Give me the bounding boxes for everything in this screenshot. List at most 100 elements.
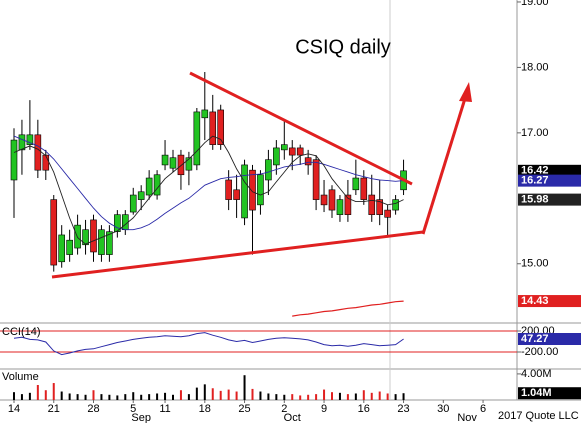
candle-body xyxy=(241,164,248,219)
upper-trendline xyxy=(189,71,413,186)
volume-bar xyxy=(179,390,182,400)
candle-body xyxy=(304,157,312,166)
volume-bar xyxy=(171,394,174,400)
x-tick-label: 14 xyxy=(8,403,20,415)
volume-bar xyxy=(346,394,349,400)
candle-body xyxy=(320,194,328,206)
candle-body xyxy=(145,177,153,196)
volume-bar xyxy=(219,390,222,400)
volume-bar xyxy=(187,394,190,400)
candle-body xyxy=(344,194,352,215)
volume-bar xyxy=(156,393,159,400)
footer: 2017 Quote LLC xyxy=(498,410,579,422)
trend-annotations xyxy=(51,71,472,279)
panel-title: Volume xyxy=(2,371,39,383)
volume-bar xyxy=(195,387,198,400)
volume-bar xyxy=(243,375,246,400)
volume-bar xyxy=(28,392,31,400)
volume-bar xyxy=(291,394,294,400)
candle-body xyxy=(114,214,121,232)
last-value-label: 16.42 xyxy=(521,165,549,177)
candle-body xyxy=(312,159,320,200)
last-value-label: 1.04M xyxy=(521,387,552,399)
x-tick-label: 11 xyxy=(159,403,170,415)
volume-bar xyxy=(251,388,254,400)
candle-body xyxy=(209,111,217,145)
candle-body xyxy=(58,234,65,263)
candle-body xyxy=(328,189,336,211)
candle-body xyxy=(66,239,73,255)
candle-body xyxy=(296,147,304,156)
candle-body xyxy=(42,154,50,171)
x-tick-label: 21 xyxy=(48,403,60,415)
candle-body xyxy=(257,174,264,206)
candle-body xyxy=(82,229,89,246)
x-tick-label: 25 xyxy=(238,403,250,415)
candle-body xyxy=(161,154,169,166)
month-label: Nov xyxy=(457,412,477,423)
volume-bar xyxy=(140,394,143,400)
y-tick-label: 15.00 xyxy=(521,258,549,270)
y-tick-label: 19.00 xyxy=(521,0,549,8)
x-tick-label: 5 xyxy=(130,403,136,415)
last-value-box xyxy=(518,387,581,400)
last-value-box xyxy=(518,193,581,206)
y-tick-label: 17.00 xyxy=(521,127,549,139)
candle-body xyxy=(34,134,42,171)
volume-bar xyxy=(227,389,230,400)
last-value-label: 14.43 xyxy=(521,295,549,307)
candle-body xyxy=(26,134,34,145)
panel-title: CCI(14) xyxy=(2,326,41,338)
candle-body xyxy=(137,191,145,200)
lower-trendline xyxy=(51,230,424,279)
volume-bar xyxy=(148,394,151,400)
volume-bar xyxy=(378,391,381,400)
volume-bar xyxy=(108,394,111,400)
x-tick-label: 28 xyxy=(87,403,99,415)
volume-bar xyxy=(164,392,167,400)
volume-bar xyxy=(299,395,302,400)
volume-bar xyxy=(275,394,278,400)
candle-body xyxy=(50,199,58,266)
last-value-box xyxy=(518,174,581,187)
candle-body xyxy=(336,199,344,215)
candle-body xyxy=(10,139,18,181)
y-tick-label: 18.00 xyxy=(521,61,549,73)
last-value-label: 47.27 xyxy=(521,333,549,345)
arrow-head xyxy=(459,82,472,102)
volume-bar xyxy=(203,384,206,400)
series-line xyxy=(13,332,404,356)
candle-body xyxy=(177,154,185,176)
candle-body xyxy=(360,177,368,200)
series-line xyxy=(13,135,404,245)
candle-body xyxy=(249,169,256,211)
volume-bar xyxy=(330,392,333,400)
candle-body xyxy=(392,199,399,211)
volume-bar xyxy=(362,390,365,400)
volume-bar xyxy=(100,394,103,400)
chart-title: CSIQ daily xyxy=(295,36,391,58)
volume-bar xyxy=(60,391,63,400)
candle-body xyxy=(106,231,113,255)
volume-bar xyxy=(267,393,270,400)
candle-body xyxy=(376,199,384,215)
volume-bar xyxy=(92,390,95,400)
candle-body xyxy=(201,109,209,119)
last-value-box xyxy=(518,333,581,346)
volume-bar xyxy=(307,394,310,400)
x-tick-label: 9 xyxy=(321,403,327,415)
volume-bar xyxy=(132,392,135,400)
candle-body xyxy=(129,194,137,213)
month-label: Sep xyxy=(131,412,151,423)
month-label: Oct xyxy=(284,412,301,423)
volume-bar xyxy=(315,394,318,400)
volume-bar xyxy=(12,392,15,400)
breakout-arrow xyxy=(421,91,469,235)
volume-bar xyxy=(354,393,357,400)
candle-body xyxy=(225,179,232,200)
volume-bar xyxy=(259,391,262,400)
last-value-label: 16.27 xyxy=(521,175,549,187)
x-tick-label: 16 xyxy=(358,403,370,415)
